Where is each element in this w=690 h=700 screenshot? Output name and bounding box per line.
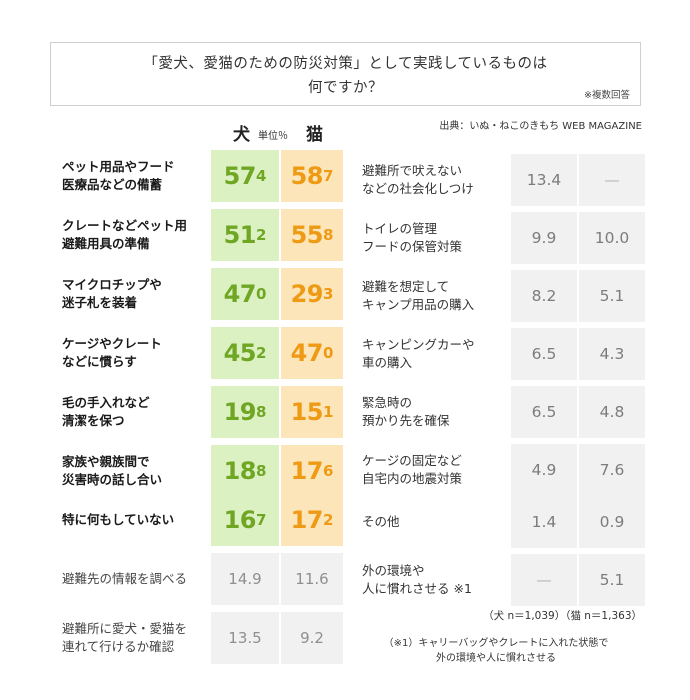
- cat-value: 9.2: [281, 612, 343, 664]
- table-row: ペット用品やフード 医療品などの備蓄 57 4 58 7: [50, 150, 343, 202]
- table-row: 避難所に愛犬・愛猫を 連れて行けるか確認 13.5 9.2: [50, 612, 343, 664]
- row-label: 避難所に愛犬・愛猫を 連れて行けるか確認: [50, 612, 210, 664]
- row-label: 避難を想定して キャンプ用品の購入: [350, 270, 510, 322]
- source-credit: 出典：いぬ・ねこのきもち WEB MAGAZINE: [439, 121, 642, 132]
- chart-title-line2: 何ですか？: [308, 80, 383, 96]
- row-label-text: マイクロチップや 迷子札を装着: [62, 276, 162, 310]
- row-label-text: その他: [362, 513, 400, 529]
- row-label-text: 緊急時の 預かり先を確保: [362, 394, 450, 428]
- cat-value: —: [579, 154, 645, 206]
- table-row: 避難先の情報を調べる 14.9 11.6: [50, 553, 343, 605]
- table-row: 家族や親族間で 災害時の話し合い 18 8 17 6: [50, 445, 343, 497]
- row-label: キャンピングカーや 車の購入: [350, 328, 510, 380]
- dog-value: —: [511, 554, 577, 606]
- row-label: ペット用品やフード 医療品などの備蓄: [50, 150, 210, 202]
- dog-value: 1.4: [511, 496, 577, 548]
- row-label-text: 避難を想定して キャンプ用品の購入: [362, 278, 475, 312]
- cat-value: 4.8: [579, 386, 645, 438]
- dog-value: 19 8: [211, 386, 279, 438]
- dog-value: 13.5: [211, 612, 279, 664]
- table-row: 避難を想定して キャンプ用品の購入 8.2 5.1: [350, 270, 645, 322]
- table-row: 毛の手入れなど 清潔を保つ 19 8 15 1: [50, 386, 343, 438]
- dog-value: 14.9: [211, 553, 279, 605]
- row-label-text: 避難先の情報を調べる: [62, 570, 188, 586]
- row-label: ケージの固定など 自宅内の地震対策: [350, 444, 510, 496]
- unit-label: 単位％: [258, 131, 288, 142]
- sample-size: （犬 n＝1,039）（猫 n＝1,363）: [483, 610, 642, 622]
- cat-value: 29 3: [281, 268, 343, 320]
- dog-value: 16 7: [211, 494, 279, 546]
- dog-value: 8.2: [511, 270, 577, 322]
- row-label-text: クレートなどペット用 避難用具の準備: [62, 217, 188, 251]
- row-label-text: キャンピングカーや 車の購入: [362, 336, 475, 370]
- table-row: その他 1.4 0.9: [350, 496, 645, 548]
- row-label-text: ケージやクレート などに慣らす: [62, 335, 162, 369]
- title-box: 「愛犬、愛猫のための防災対策」として実践しているものは 何ですか？ ※複数回答: [50, 42, 641, 106]
- chart-title-line1: 「愛犬、愛猫のための防災対策」として実践しているものは: [143, 56, 548, 72]
- cat-value: 17 6: [281, 445, 343, 497]
- cat-value: 58 7: [281, 150, 343, 202]
- row-label: 特に何もしていない: [50, 494, 210, 546]
- footnote: （※1）キャリーバッグやクレートに入れた状態で 外の環境や人に慣れさせる: [350, 636, 642, 666]
- dog-value: 9.9: [511, 212, 577, 264]
- row-label: 毛の手入れなど 清潔を保つ: [50, 386, 210, 438]
- dog-value: 4.9: [511, 444, 577, 496]
- table-row: トイレの管理 フードの保管対策 9.9 10.0: [350, 212, 645, 264]
- table-row: キャンピングカーや 車の購入 6.5 4.3: [350, 328, 645, 380]
- row-label-text: 避難所で吠えない などの社会化しつけ: [362, 162, 474, 196]
- row-label: トイレの管理 フードの保管対策: [350, 212, 510, 264]
- table-row: マイクロチップや 迷子札を装着 47 0 29 3: [50, 268, 343, 320]
- table-row: 特に何もしていない 16 7 17 2: [50, 494, 343, 546]
- row-label: 避難先の情報を調べる: [50, 553, 210, 605]
- row-label: 避難所で吠えない などの社会化しつけ: [350, 154, 510, 206]
- footnote-line2: 外の環境や人に慣れさせる: [436, 653, 556, 664]
- dog-value: 6.5: [511, 386, 577, 438]
- row-label-text: トイレの管理 フードの保管対策: [362, 220, 463, 254]
- cat-value: 17 2: [281, 494, 343, 546]
- dog-value: 47 0: [211, 268, 279, 320]
- table-row: ケージやクレート などに慣らす 45 2 47 0: [50, 327, 343, 379]
- cat-value: 55 8: [281, 209, 343, 261]
- table-row: クレートなどペット用 避難用具の準備 51 2 55 8: [50, 209, 343, 261]
- cat-value: 5.1: [579, 270, 645, 322]
- row-label: クレートなどペット用 避難用具の準備: [50, 209, 210, 261]
- table-row: 避難所で吠えない などの社会化しつけ 13.4—: [350, 154, 645, 206]
- row-label-text: 避難所に愛犬・愛猫を 連れて行けるか確認: [62, 620, 188, 654]
- cat-value: 0.9: [579, 496, 645, 548]
- dog-value: 6.5: [511, 328, 577, 380]
- cat-value: 10.0: [579, 212, 645, 264]
- table-row: 外の環境や 人に慣れさせる ※1 —5.1: [350, 554, 645, 606]
- dog-value: 45 2: [211, 327, 279, 379]
- row-label-text: ケージの固定など 自宅内の地震対策: [362, 452, 463, 486]
- row-label-text: 特に何もしていない: [62, 511, 175, 527]
- cat-value: 7.6: [579, 444, 645, 496]
- dog-value: 18 8: [211, 445, 279, 497]
- dog-value: 51 2: [211, 209, 279, 261]
- cat-value: 47 0: [281, 327, 343, 379]
- table-row: 緊急時の 預かり先を確保 6.5 4.8: [350, 386, 645, 438]
- row-label: 外の環境や 人に慣れさせる ※1: [350, 554, 510, 606]
- row-label-text: 家族や親族間で 災害時の話し合い: [62, 453, 163, 487]
- dog-value: 57 4: [211, 150, 279, 202]
- footnote-line1: （※1）キャリーバッグやクレートに入れた状態で: [383, 638, 609, 649]
- cat-value: 11.6: [281, 553, 343, 605]
- row-label: ケージやクレート などに慣らす: [50, 327, 210, 379]
- row-label: 家族や親族間で 災害時の話し合い: [50, 445, 210, 497]
- row-label-text: 毛の手入れなど 清潔を保つ: [62, 394, 150, 428]
- row-label: その他: [350, 496, 510, 548]
- row-label-text: 外の環境や 人に慣れさせる ※1: [362, 562, 472, 596]
- dog-column-header: 犬: [233, 125, 250, 145]
- cat-value: 15 1: [281, 386, 343, 438]
- cat-column-header: 猫: [306, 125, 323, 145]
- dog-value: 13.4: [511, 154, 577, 206]
- row-label: マイクロチップや 迷子札を装着: [50, 268, 210, 320]
- cat-value: 4.3: [579, 328, 645, 380]
- row-label-text: ペット用品やフード 医療品などの備蓄: [62, 158, 175, 192]
- cat-value: 5.1: [579, 554, 645, 606]
- table-row: ケージの固定など 自宅内の地震対策 4.9 7.6: [350, 444, 645, 496]
- row-label: 緊急時の 預かり先を確保: [350, 386, 510, 438]
- multiple-answer-note: ※複数回答: [584, 90, 630, 101]
